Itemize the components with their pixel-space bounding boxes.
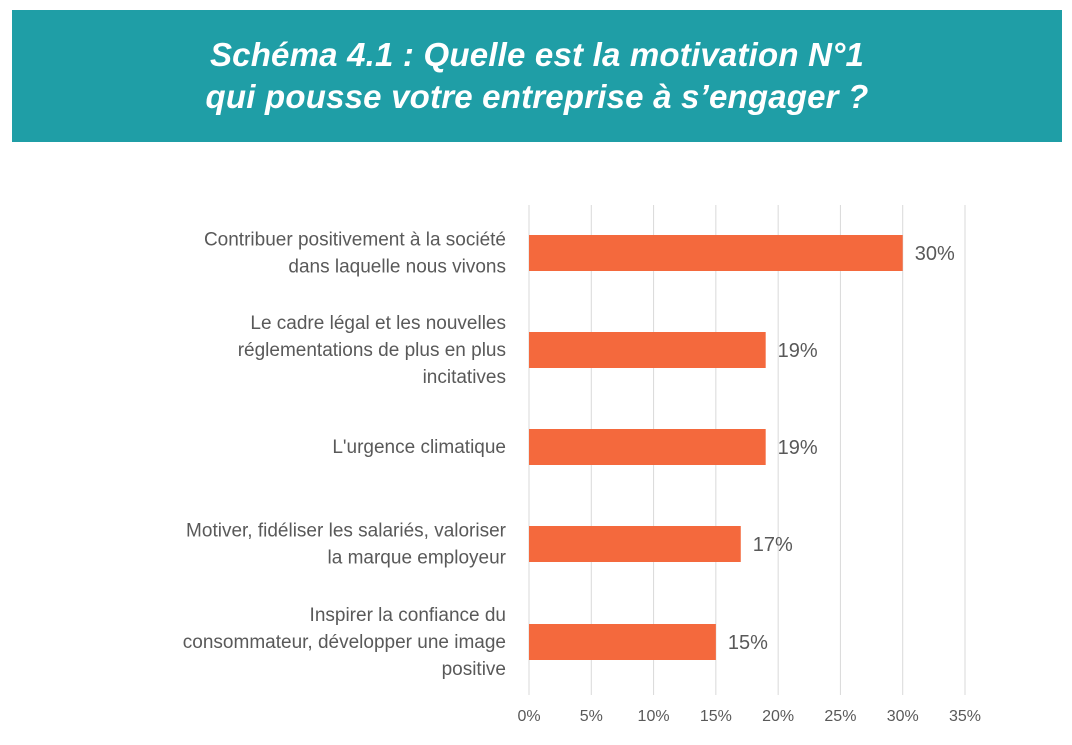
value-label: 15%	[728, 632, 768, 654]
bar	[529, 429, 766, 465]
x-tick-label: 0%	[517, 708, 540, 725]
chart-title-line-2: qui pousse votre entreprise à s’engager …	[205, 78, 869, 115]
category-label-line: Contribuer positivement à la société	[204, 230, 506, 251]
category-label: L'urgence climatique	[332, 437, 506, 458]
x-tick-label: 30%	[887, 708, 919, 725]
value-label: 19%	[778, 340, 818, 362]
value-labels: 30% 19% 19% 17% 15%	[728, 243, 955, 654]
category-label-line: Le cadre légal et les nouvelles	[250, 313, 506, 334]
category-label-line: Inspirer la confiance du	[310, 605, 506, 626]
value-label: 30%	[915, 243, 955, 265]
category-label: Le cadre légal et les nouvelles réglement…	[238, 313, 506, 388]
category-label-line: L'urgence climatique	[332, 437, 506, 458]
category-label-line: la marque employeur	[328, 548, 507, 569]
bar	[529, 624, 716, 660]
x-tick-label: 15%	[700, 708, 732, 725]
bar	[529, 235, 903, 271]
bar	[529, 332, 766, 368]
category-label: Motiver, fidéliser les salariés, valoris…	[186, 521, 507, 569]
category-label-line: incitatives	[423, 367, 506, 388]
chart-title-line-1: Schéma 4.1 : Quelle est la motivation N°…	[209, 36, 865, 73]
x-axis-ticks: 0% 5% 10% 15% 20% 25% 30% 35%	[517, 708, 981, 725]
x-tick-label: 25%	[824, 708, 856, 725]
category-label: Inspirer la confiance du consommateur, dé…	[183, 605, 506, 680]
x-tick-label: 20%	[762, 708, 794, 725]
category-label: Contribuer positivement à la société dans…	[204, 230, 506, 278]
category-label-line: dans laquelle nous vivons	[288, 257, 506, 278]
x-tick-label: 5%	[580, 708, 603, 725]
value-label: 19%	[778, 437, 818, 459]
x-tick-label: 10%	[638, 708, 670, 725]
category-label-line: réglementations de plus en plus	[238, 340, 506, 361]
category-label-line: Motiver, fidéliser les salariés, valoris…	[186, 521, 507, 542]
x-tick-label: 35%	[949, 708, 981, 725]
bar	[529, 526, 741, 562]
category-labels: Contribuer positivement à la société dans…	[183, 230, 507, 681]
value-label: 17%	[753, 534, 793, 556]
category-label-line: consommateur, développer une image	[183, 632, 506, 653]
title-banner: Schéma 4.1 : Quelle est la motivation N°…	[12, 10, 1062, 142]
bars	[529, 235, 903, 660]
category-label-line: positive	[442, 659, 506, 680]
